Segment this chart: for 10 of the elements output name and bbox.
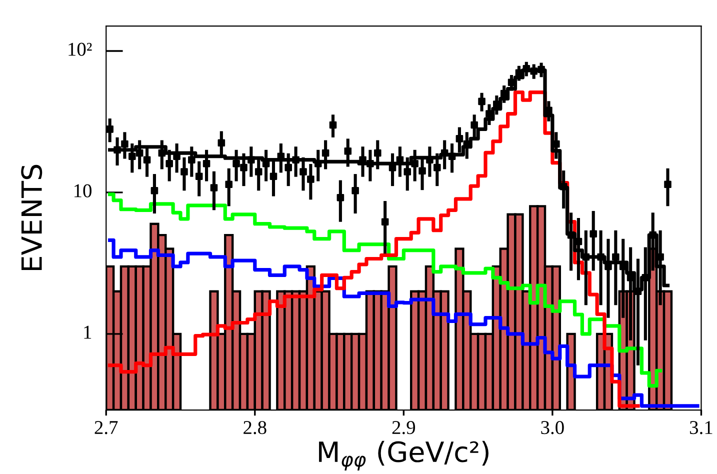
x-tick-label: 3.1 — [690, 421, 712, 434]
x-tick-label: 2.7 — [94, 421, 118, 434]
y-tick-label: 1 — [84, 326, 92, 339]
x-tick-label: 2.8 — [244, 420, 266, 434]
x-axis-title: M$_{φφ}$ (GeV/c²) — [319, 440, 488, 471]
x-tick-label: 3.0 — [541, 420, 564, 434]
y-tick-label: 10 — [74, 184, 92, 198]
y-axis-title: EVENTS — [21, 164, 42, 270]
x-tick-label: 2.9 — [392, 421, 416, 434]
y-tick-label: 10² — [68, 42, 92, 56]
